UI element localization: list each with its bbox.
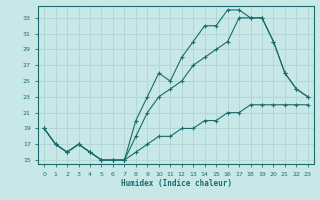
X-axis label: Humidex (Indice chaleur): Humidex (Indice chaleur) bbox=[121, 179, 231, 188]
